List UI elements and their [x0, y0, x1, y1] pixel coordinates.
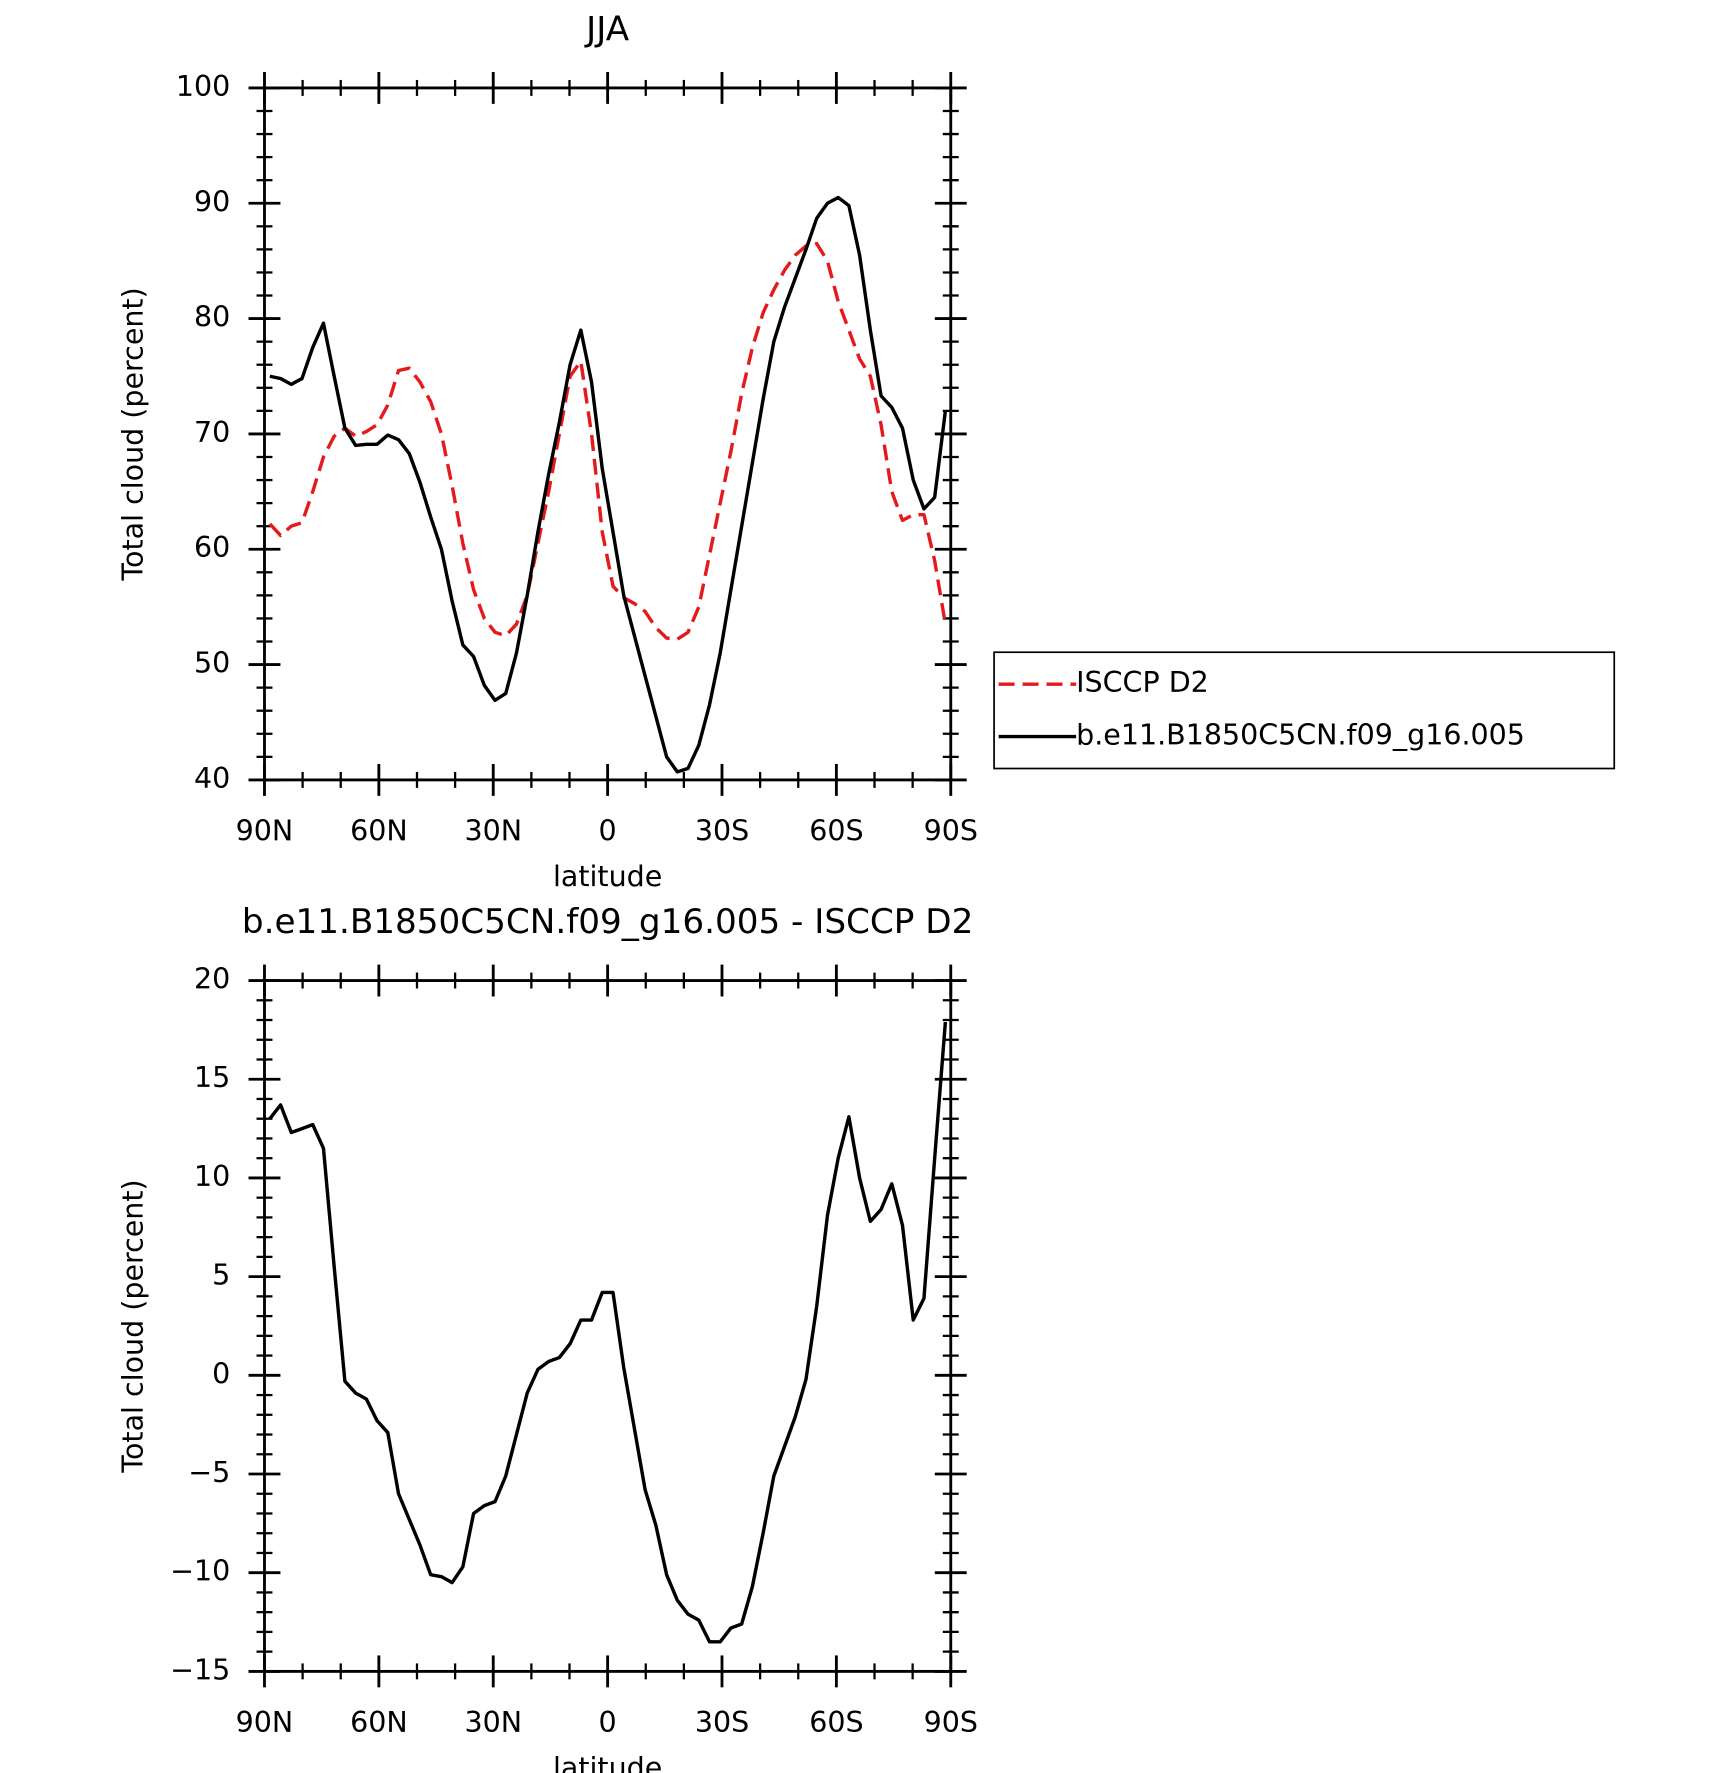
y-tick-label: 5 [212, 1259, 230, 1292]
legend-label: b.e11.B1850C5CN.f09_g16.005 [1076, 719, 1525, 752]
y-tick-label: −15 [170, 1653, 230, 1686]
x-tick-label: 60N [350, 1706, 408, 1739]
plot-frame [263, 979, 953, 1673]
y-axis-label: Total cloud (percent) [117, 287, 150, 581]
y-tick-label: −5 [188, 1456, 230, 1489]
y-tick-label: 10 [194, 1160, 230, 1193]
x-tick-label: 0 [599, 1706, 617, 1739]
y-tick-label: 50 [194, 647, 230, 680]
x-tick-label: 60S [809, 814, 863, 847]
chart-title: JJA [584, 9, 630, 49]
x-tick-label: 60S [809, 1706, 863, 1739]
x-tick-label: 30N [464, 814, 522, 847]
y-tick-label: 0 [212, 1357, 230, 1390]
y-tick-label: 20 [194, 963, 230, 996]
x-axis-label: latitude [553, 1751, 662, 1773]
x-axis-label: latitude [553, 860, 662, 893]
series-line [268, 1021, 948, 1644]
y-tick-label: 40 [194, 762, 230, 795]
x-tick-label: 90N [236, 1706, 294, 1739]
y-tick-label: 60 [194, 531, 230, 564]
y-axis-label: Total cloud (percent) [117, 1179, 150, 1473]
x-tick-label: 90S [924, 814, 978, 847]
plot-frame [263, 86, 953, 782]
y-tick-label: 90 [194, 185, 230, 218]
y-tick-label: −10 [170, 1555, 230, 1588]
x-tick-label: 30N [464, 1706, 522, 1739]
legend-label: ISCCP D2 [1076, 666, 1209, 699]
x-tick-label: 30S [695, 1706, 749, 1739]
x-tick-label: 90N [236, 814, 294, 847]
x-tick-label: 60N [350, 814, 408, 847]
x-tick-label: 0 [599, 814, 617, 847]
y-tick-label: 15 [194, 1061, 230, 1094]
series-line [268, 241, 948, 641]
series-line [269, 195, 948, 774]
y-tick-label: 70 [194, 416, 230, 449]
legend-box [993, 651, 1616, 770]
y-tick-label: 80 [194, 301, 230, 334]
chart-title: b.e11.B1850C5CN.f09_g16.005 - ISCCP D2 [242, 902, 973, 942]
x-tick-label: 90S [924, 1706, 978, 1739]
x-tick-label: 30S [695, 814, 749, 847]
y-tick-label: 100 [176, 70, 230, 103]
